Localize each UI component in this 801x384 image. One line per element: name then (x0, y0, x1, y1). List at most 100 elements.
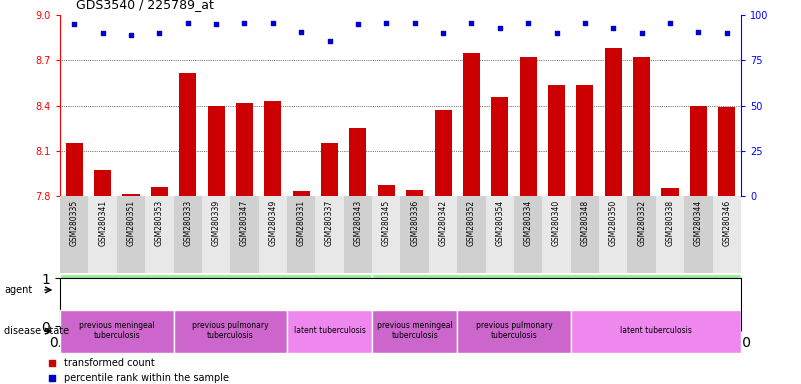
Point (96, 30, 109, 36)
Bar (151, 187, 168, 196)
Bar (60, 196, 88, 273)
Point (578, 20, 591, 26)
Bar (662, 188, 678, 196)
Bar (684, 196, 713, 273)
Point (153, 30, 166, 36)
Text: latent tuberculosis: latent tuberculosis (294, 326, 365, 335)
Point (125, 32, 138, 38)
Text: GSM280350: GSM280350 (609, 200, 618, 246)
Point (46, 360, 58, 366)
Bar (202, 196, 231, 273)
Bar (656, 196, 684, 273)
Bar (457, 310, 570, 353)
Bar (123, 194, 139, 196)
Bar (548, 84, 565, 196)
Text: latent tuberculosis: latent tuberculosis (620, 326, 692, 335)
Bar (400, 196, 429, 273)
Bar (605, 48, 622, 196)
Text: GSM280340: GSM280340 (552, 200, 561, 246)
Bar (429, 196, 457, 273)
Bar (406, 190, 423, 196)
Bar (321, 143, 338, 196)
Text: Mycobacterium tuberculosis H37Rv lysate: Mycobacterium tuberculosis H37Rv lysate (447, 284, 666, 294)
Bar (88, 196, 117, 273)
Point (550, 30, 563, 36)
Text: transformed count: transformed count (64, 358, 155, 368)
Bar (570, 196, 599, 273)
Text: GSM280348: GSM280348 (581, 200, 590, 246)
Point (210, 22, 223, 28)
Bar (542, 196, 570, 273)
Bar (145, 196, 174, 273)
Point (267, 20, 280, 26)
Bar (633, 58, 650, 196)
Bar (174, 310, 287, 353)
Text: GSM280335: GSM280335 (70, 200, 78, 246)
Text: GSM280339: GSM280339 (211, 200, 220, 246)
Bar (372, 196, 400, 273)
Point (607, 25, 620, 31)
Point (409, 20, 421, 26)
Bar (372, 274, 741, 306)
Text: previous pulmonary
tuberculosis: previous pulmonary tuberculosis (192, 321, 268, 340)
Text: GSM280343: GSM280343 (353, 200, 362, 246)
Text: GSM280346: GSM280346 (723, 200, 731, 246)
Text: GSM280336: GSM280336 (410, 200, 419, 246)
Point (295, 28, 308, 35)
Text: GSM280351: GSM280351 (127, 200, 135, 246)
Point (380, 20, 392, 26)
Text: percentile rank within the sample: percentile rank within the sample (64, 372, 229, 383)
Text: GSM280345: GSM280345 (382, 200, 391, 246)
Text: GSM280349: GSM280349 (268, 200, 277, 246)
Bar (95, 170, 111, 196)
Bar (485, 196, 514, 273)
Bar (174, 196, 202, 273)
Bar (690, 106, 706, 196)
Text: GSM280354: GSM280354 (495, 200, 505, 246)
Bar (60, 310, 174, 353)
Text: control: control (198, 284, 234, 294)
Point (720, 30, 733, 36)
Text: previous meningeal
tuberculosis: previous meningeal tuberculosis (376, 321, 453, 340)
Bar (66, 143, 83, 196)
Bar (378, 185, 395, 196)
Bar (520, 58, 537, 196)
Text: GSM280352: GSM280352 (467, 200, 476, 246)
Text: previous pulmonary
tuberculosis: previous pulmonary tuberculosis (476, 321, 552, 340)
Text: GSM280341: GSM280341 (99, 200, 107, 246)
Bar (514, 196, 542, 273)
Text: agent: agent (4, 285, 32, 295)
Bar (577, 84, 594, 196)
Text: GDS3540 / 225789_at: GDS3540 / 225789_at (76, 0, 214, 12)
Bar (231, 196, 259, 273)
Bar (599, 196, 627, 273)
Bar (117, 196, 145, 273)
Bar (207, 106, 224, 196)
Point (635, 30, 648, 36)
Text: GSM280344: GSM280344 (694, 200, 702, 246)
Point (692, 28, 705, 35)
Point (323, 38, 336, 44)
Bar (287, 310, 372, 353)
Point (68, 22, 81, 28)
Bar (570, 310, 741, 353)
Point (663, 20, 676, 26)
Text: GSM280331: GSM280331 (296, 200, 306, 246)
Text: GSM280333: GSM280333 (183, 200, 192, 246)
Point (521, 20, 534, 26)
Text: previous meningeal
tuberculosis: previous meningeal tuberculosis (79, 321, 155, 340)
Text: GSM280332: GSM280332 (637, 200, 646, 246)
Bar (457, 196, 485, 273)
Point (465, 20, 478, 26)
Bar (344, 196, 372, 273)
Text: GSM280338: GSM280338 (666, 200, 674, 246)
Bar (627, 196, 656, 273)
Bar (463, 53, 480, 196)
Text: GSM280353: GSM280353 (155, 200, 164, 246)
Point (437, 30, 449, 36)
Bar (718, 107, 735, 196)
Bar (259, 196, 287, 273)
Text: GSM280337: GSM280337 (325, 200, 334, 246)
Bar (287, 196, 316, 273)
Point (493, 25, 506, 31)
